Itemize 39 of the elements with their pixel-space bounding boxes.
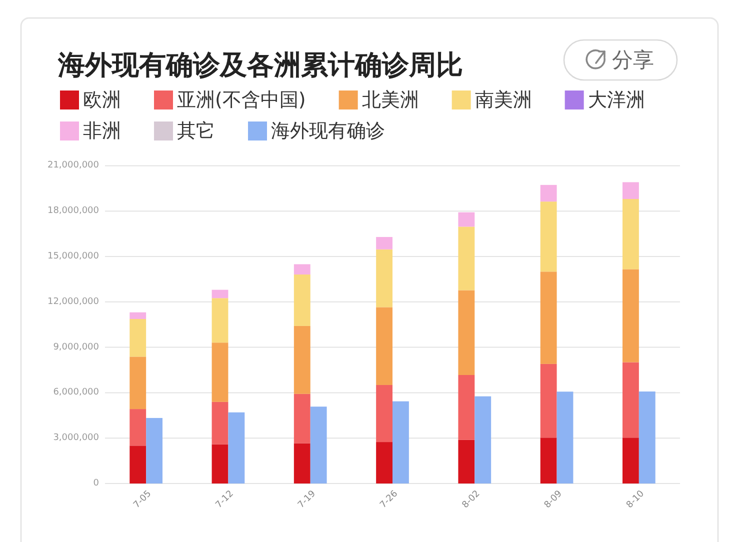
legend-label: 其它: [177, 120, 215, 142]
share-button: 分享: [563, 39, 678, 81]
bar: [540, 202, 557, 272]
legend-label: 海外现有确诊: [271, 120, 385, 142]
bar: [622, 182, 639, 199]
bar: [622, 269, 639, 362]
y-tick-label: 21,000,000: [47, 160, 100, 171]
bar: [294, 274, 310, 326]
y-tick-label: 3,000,000: [53, 433, 100, 444]
bar: [294, 326, 310, 394]
bar: [376, 307, 392, 385]
bar: [212, 342, 228, 402]
y-tick-label: 9,000,000: [53, 342, 100, 352]
bar: [130, 356, 146, 410]
bar: [540, 272, 557, 364]
bar: [376, 249, 392, 308]
y-tick-label: 12,000,000: [47, 296, 100, 307]
bar: [212, 298, 228, 343]
y-tick-label: 0: [93, 478, 100, 488]
bar: [130, 312, 146, 319]
legend-label: 北美洲: [362, 89, 419, 111]
bar: [540, 184, 557, 202]
legend-label: 亚洲(不含中国): [177, 89, 306, 111]
bar: [376, 236, 392, 250]
y-tick-label: 18,000,000: [47, 206, 100, 216]
y-tick-label: 6,000,000: [53, 388, 100, 398]
legend-label: 欧洲: [83, 89, 121, 111]
chart-title: 海外现有确诊及各洲累计确诊周比: [57, 50, 463, 81]
legend-label: 南美洲: [474, 89, 532, 111]
legend-label: 非洲: [83, 120, 121, 142]
bar: [458, 212, 475, 227]
bar: [294, 264, 310, 275]
bar: [130, 319, 146, 357]
bar: [622, 198, 639, 270]
bar: [458, 226, 475, 290]
bar: [458, 290, 475, 375]
bar: [212, 290, 228, 298]
legend-label: 大洋洲: [588, 89, 645, 111]
y-tick-label: 15,000,000: [47, 252, 100, 262]
